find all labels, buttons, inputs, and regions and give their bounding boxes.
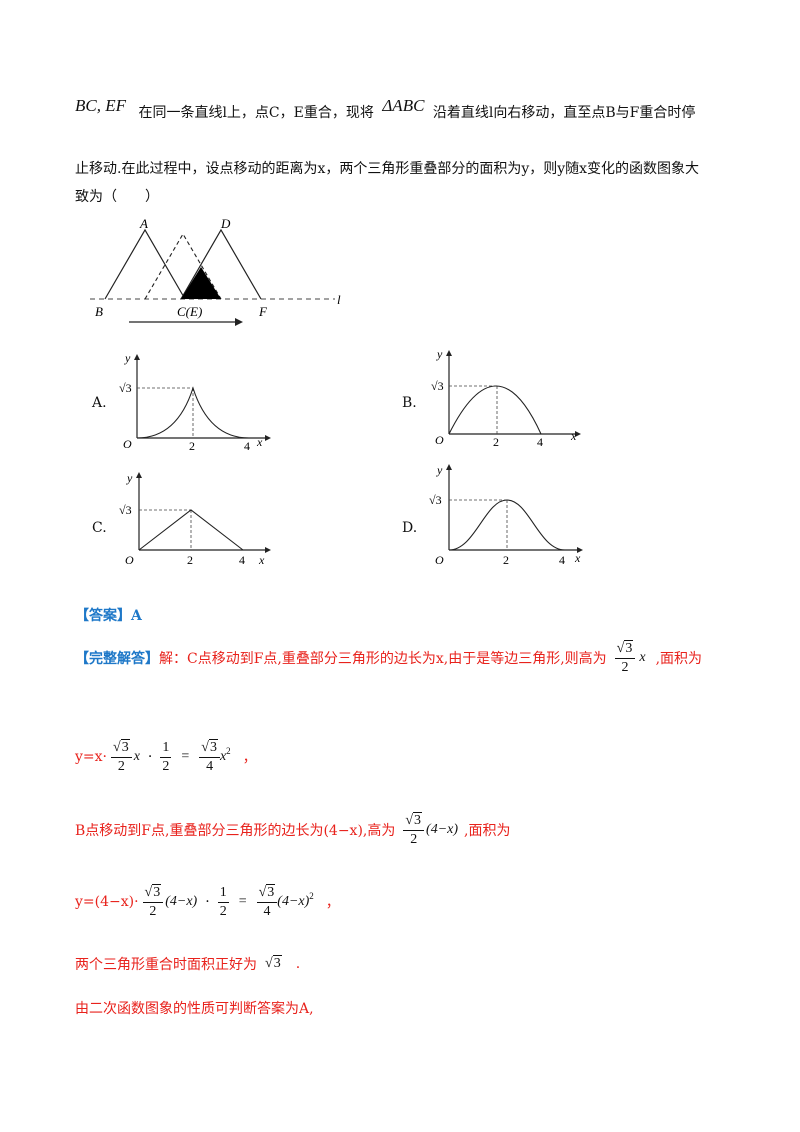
svg-text:x: x [258, 553, 265, 567]
label-B: B [95, 304, 103, 319]
svg-text:2: 2 [493, 435, 499, 448]
svg-text:√3: √3 [119, 381, 132, 395]
svg-text:y: y [436, 463, 443, 477]
option-A-graph[interactable]: y √3 O 2 4 x [115, 352, 275, 452]
svg-text:√3: √3 [429, 493, 442, 507]
solution-line-2: B点移动到F点,重叠部分三角形的边长为(4−x),高为 √3 2 (4−x) ,… [75, 811, 511, 847]
label-D: D [220, 216, 231, 231]
svg-text:2: 2 [503, 553, 509, 567]
triangles-figure: A D B C(E) F l [90, 216, 341, 326]
svg-text:y: y [126, 471, 133, 485]
svg-text:4: 4 [244, 439, 250, 452]
option-C-letter[interactable]: C. [92, 520, 107, 536]
label-F: F [258, 304, 268, 319]
label-l: l [337, 292, 341, 307]
svg-text:y: y [124, 352, 131, 365]
solution-text-1-end: ,面积为 [655, 651, 703, 667]
problem-line-1: BC, EF 在同一条直线l上，点C，E重合，现将 ΔABC 沿着直线l向右移动… [75, 96, 696, 132]
svg-text:2: 2 [189, 439, 195, 452]
svg-text:O: O [123, 437, 132, 451]
svg-text:√3: √3 [431, 379, 444, 393]
svg-text:O: O [435, 553, 444, 567]
solution-line-3: 两个三角形重合时面积正好为 √3 . [75, 955, 301, 973]
option-B-graph[interactable]: y √3 O 2 4 x [425, 348, 585, 448]
option-B-letter[interactable]: B. [402, 395, 417, 411]
overlap-region [181, 267, 221, 299]
answer-tag: 【答案】 [75, 608, 131, 624]
label-A: A [139, 216, 148, 231]
solution-text-1: 解：C点移动到F点,重叠部分三角形的边长为x,由于是等边三角形,则高为 [159, 651, 607, 667]
solution-tag: 【完整解答】 [75, 651, 159, 667]
svg-text:x: x [256, 435, 263, 449]
triangle-label: ΔABC [382, 96, 425, 115]
problem-text-1a: 在同一条直线l上，点C，E重合，现将 [138, 105, 374, 121]
answer-line: 【答案】A [75, 605, 142, 625]
option-D-graph[interactable]: y √3 O 2 4 x [425, 462, 590, 572]
problem-text-1b: 沿着直线l向右移动，直至点B与F重合时停 [432, 105, 696, 121]
svg-text:4: 4 [559, 553, 565, 567]
problem-line-2: 止移动.在此过程中，设点移动的距离为x，两个三角形重叠部分的面积为y，则y随x变… [75, 161, 700, 177]
svg-text:4: 4 [239, 553, 245, 567]
svg-text:y: y [436, 348, 443, 361]
svg-text:x: x [570, 429, 577, 443]
svg-text:2: 2 [187, 553, 193, 567]
solution-line-1: 【完整解答】 解：C点移动到F点,重叠部分三角形的边长为x,由于是等边三角形,则… [75, 639, 703, 677]
solution-line-4: 由二次函数图象的性质可判断答案为A, [75, 1001, 314, 1017]
problem-line-3: 致为（ ） [75, 189, 159, 205]
svg-text:O: O [125, 553, 134, 567]
answer-value: A [131, 608, 142, 624]
svg-text:4: 4 [537, 435, 543, 448]
equation-2: y=(4−x)· √3 2 (4−x) · 1 2 = √3 4 (4−x) 2 … [75, 883, 340, 919]
option-C-graph[interactable]: y √3 O 2 4 x [115, 470, 275, 570]
option-D-letter[interactable]: D. [402, 520, 418, 536]
height-fraction: √3 2 [614, 639, 636, 677]
segment-label: BC, EF [75, 96, 126, 115]
svg-text:O: O [435, 433, 444, 447]
svg-text:x: x [574, 551, 581, 565]
svg-text:√3: √3 [119, 503, 132, 517]
label-CE: C(E) [177, 304, 202, 319]
option-A-letter[interactable]: A. [92, 395, 107, 411]
